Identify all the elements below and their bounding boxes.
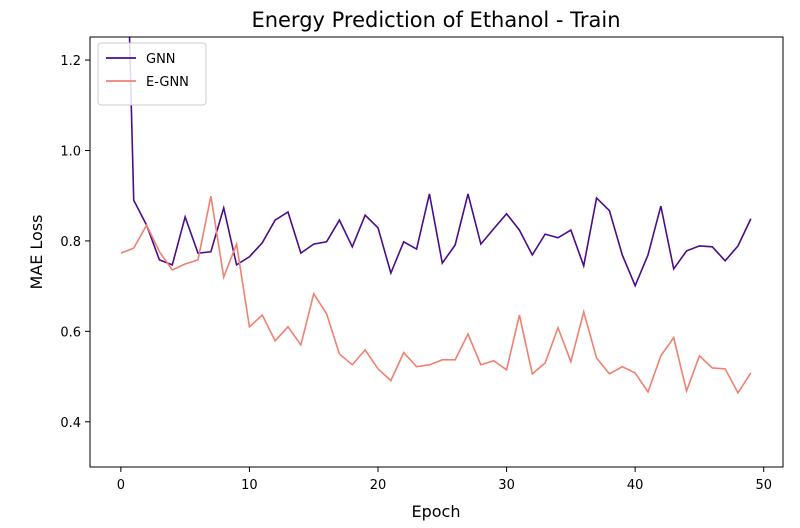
y-tick-label: 0.4 (60, 416, 81, 431)
x-tick-label: 50 (755, 478, 772, 493)
series-line (128, 37, 752, 288)
y-tick-label: 1.2 (60, 54, 81, 69)
x-tick-label: 10 (241, 478, 258, 493)
x-tick-label: 30 (498, 478, 515, 493)
y-axis-label: MAE Loss (27, 214, 46, 289)
legend-label: GNN (146, 52, 176, 67)
plot-lines (120, 37, 752, 395)
series-line (120, 196, 752, 395)
plot-frame (89, 36, 784, 468)
y-tick-label: 1.0 (60, 144, 81, 159)
chart-title: Energy Prediction of Ethanol - Train (251, 8, 620, 32)
y-tick-label: 0.6 (60, 325, 81, 340)
x-axis-label: Epoch (412, 502, 461, 521)
x-tick-label: 40 (627, 478, 644, 493)
x-tick-label: 20 (370, 478, 387, 493)
y-tick-label: 0.8 (60, 235, 81, 250)
legend-label: E-GNN (146, 75, 189, 90)
x-tick-label: 0 (117, 478, 125, 493)
